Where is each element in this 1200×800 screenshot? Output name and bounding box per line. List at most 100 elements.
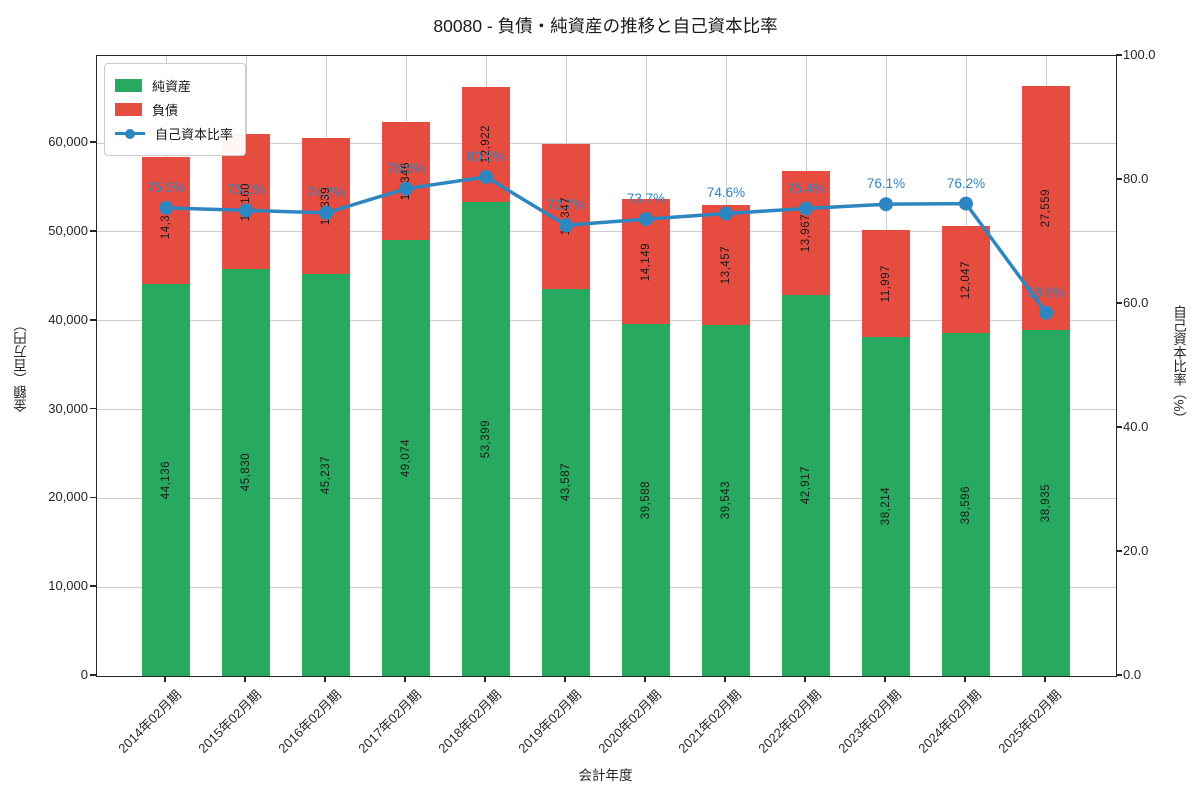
legend: 純資産 負債 自己資本比率 [104, 63, 247, 156]
x-tick [164, 676, 166, 682]
equity-ratio-point-label: 76.2% [946, 175, 986, 191]
y-tick-right [1116, 426, 1122, 428]
equity-ratio-point-label: 72.7% [546, 197, 586, 213]
y-tick-label-left: 0 [80, 667, 88, 682]
bar-segment-liabilities [782, 170, 830, 295]
x-tick-label-text: 2021年02月期 [674, 687, 744, 756]
x-tick [564, 676, 566, 682]
bar-segment-net-assets [542, 288, 590, 676]
y-tick-label-right: 0.0 [1123, 667, 1142, 682]
y-tick-left [90, 585, 96, 587]
equity-ratio-marker [879, 197, 893, 212]
x-tick [644, 676, 646, 682]
bar-segment-net-assets [782, 294, 830, 676]
x-tick-label-text: 2019年02月期 [514, 687, 584, 756]
bar-segment-net-assets [222, 269, 270, 676]
y-tick-left [90, 496, 96, 499]
bar-segment-liabilities [862, 230, 910, 337]
x-tick-label-text: 2023年02月期 [834, 687, 904, 756]
y-axis-title-left-text: 金額（百万円） [14, 317, 29, 413]
y-tick-label-right: 20.0 [1123, 543, 1149, 558]
equity-ratio-point-label: 58.6% [1026, 284, 1066, 300]
line-swatch-marker [125, 128, 135, 139]
y-tick-label-left: 40,000 [48, 311, 88, 327]
y-gridline [97, 142, 1116, 144]
equity-ratio-marker [159, 200, 173, 215]
y-tick-label-right: 60.0 [1123, 295, 1149, 310]
y-tick-label-left: 30,000 [48, 400, 88, 416]
y-tick-label-left: 10,000 [48, 578, 88, 594]
bar-segment-liabilities [702, 205, 750, 325]
legend-item-net-assets: 純資産 [115, 76, 233, 95]
bar-segment-liabilities [382, 121, 430, 241]
y-tick-left [90, 141, 96, 143]
y-gridline [97, 497, 1116, 499]
x-tick-label-text: 2025年02月期 [994, 687, 1064, 756]
y-tick-label-right: 80.0 [1123, 171, 1149, 186]
x-tick-label-text: 2020年02月期 [594, 687, 664, 756]
bar-segment-net-assets [1022, 330, 1070, 676]
y-tick-right [1116, 302, 1122, 304]
equity-ratio-marker [799, 201, 813, 216]
equity-ratio-marker [479, 169, 493, 184]
x-tick [724, 676, 726, 682]
bar-segment-net-assets [382, 240, 430, 676]
equity-ratio-marker [239, 203, 253, 218]
x-tick [884, 676, 886, 682]
bar-segment-liabilities [222, 134, 270, 270]
x-tick-label-text: 2022年02月期 [754, 687, 824, 756]
y-tick-right [1116, 674, 1122, 676]
bar-segment-net-assets [702, 324, 750, 676]
y-tick-right [1116, 178, 1122, 180]
equity-ratio-line-swatch [115, 127, 145, 140]
y-gridline [97, 231, 1116, 233]
x-tick-label-text: 2014年02月期 [114, 687, 184, 756]
y-gridline [97, 320, 1116, 322]
bar-segment-net-assets [622, 324, 670, 676]
equity-ratio-point-label: 73.7% [626, 191, 666, 207]
equity-ratio-point-label: 75.5% [146, 179, 186, 195]
bar-segment-net-assets [862, 336, 910, 676]
y-tick-right [1116, 54, 1122, 56]
x-tick [804, 676, 806, 682]
y-tick-left [90, 674, 96, 676]
y-gridline [97, 409, 1116, 411]
equity-ratio-point-label: 75.1% [226, 182, 266, 198]
y-tick-label-left: 20,000 [48, 489, 88, 505]
bar-segment-liabilities [142, 156, 190, 285]
bar-segment-net-assets [302, 274, 350, 676]
x-tick [484, 676, 486, 682]
equity-ratio-marker [399, 181, 413, 196]
x-tick [964, 676, 966, 682]
legend-label-equity-ratio: 自己資本比率 [155, 127, 234, 142]
equity-ratio-marker [639, 212, 653, 227]
plot-area: 44,13614,34245,83015,16045,23715,33949,0… [96, 55, 1117, 677]
legend-label-liabilities: 負債 [152, 103, 179, 118]
equity-ratio-point-label: 78.6% [386, 160, 426, 176]
y-axis-title-right: 自己資本比率（%） [1158, 55, 1198, 675]
equity-ratio-marker [959, 196, 973, 211]
equity-ratio-point-label: 80.5% [466, 148, 506, 164]
equity-ratio-marker [719, 206, 733, 221]
y-tick-left [90, 319, 96, 321]
x-tick-label-text: 2018年02月期 [434, 687, 504, 756]
x-tick [404, 676, 406, 682]
net-assets-swatch [115, 79, 142, 92]
y-axis-title-right-text: 自己資本比率（%） [1171, 304, 1186, 425]
equity-ratio-marker [319, 205, 333, 220]
equity-ratio-point-label: 76.1% [866, 176, 906, 192]
x-tick-label-text: 2015年02月期 [194, 687, 264, 756]
bar-segment-liabilities [942, 226, 990, 334]
x-tick-label-text: 2017年02月期 [354, 687, 424, 756]
x-tick [244, 676, 246, 682]
liabilities-swatch [115, 103, 142, 116]
equity-ratio-line-layer [159, 169, 1053, 320]
y-tick-left [90, 407, 96, 410]
chart-title: 80080 - 負債・純資産の推移と自己資本比率 [433, 16, 778, 36]
x-axis-title: 会計年度 [578, 768, 633, 783]
y-tick-label-right: 40.0 [1123, 419, 1149, 434]
y-tick-label-left: 60,000 [48, 134, 88, 150]
x-tick [1044, 676, 1046, 682]
equity-ratio-marker [559, 218, 573, 233]
